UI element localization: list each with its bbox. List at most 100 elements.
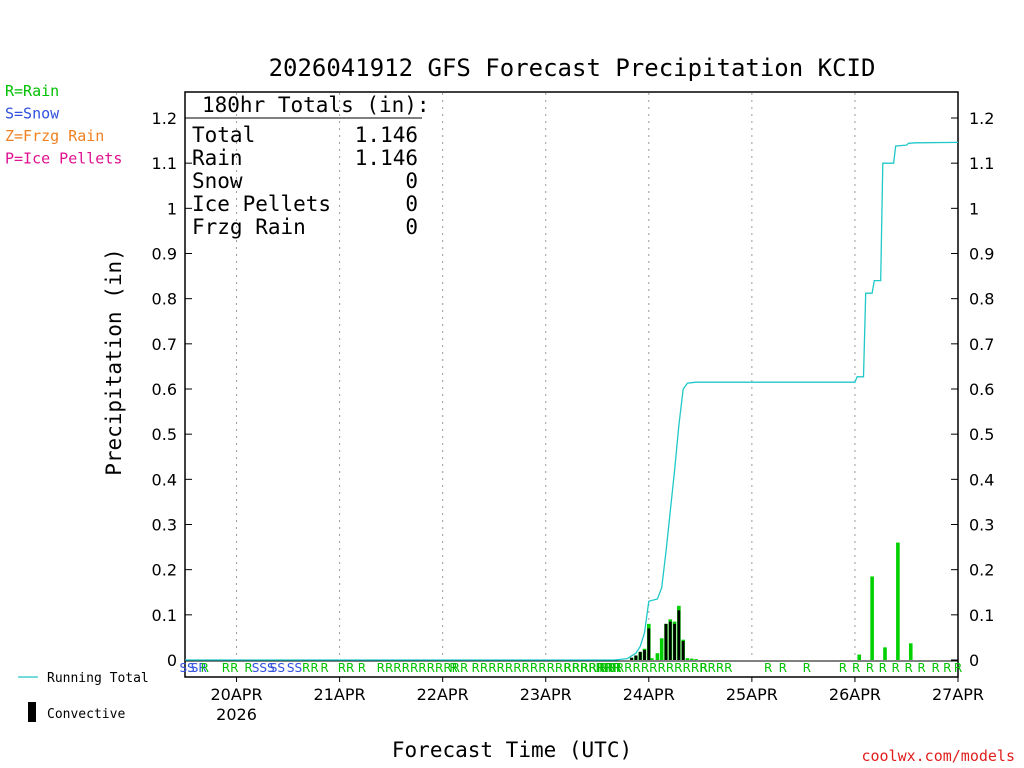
x-tick-label: 21APR [314,685,366,704]
convective-bar [681,641,685,660]
y-tick-label: 1.1 [969,154,994,173]
x-tick-label: 26APR [829,685,881,704]
precip-bar [685,658,690,660]
ptype-marker: RRRRRR [564,661,614,675]
totals-row-value: 1.146 [355,123,418,147]
x-tick-label: 23APR [520,685,572,704]
ptype-marker: SSS [252,661,275,675]
y-tick-label: 0.5 [969,425,994,444]
ptype-marker: R [700,661,708,675]
ptype-marker: RR [222,661,239,675]
plot-frame [184,91,959,678]
x-tick-label: 20APR [210,685,262,704]
y-axis-left: 0 0.1 0.2 0.3 0.4 0.5 0.6 0.7 0.8 0.9 1 1.1 1.2 [152,109,192,670]
y-tick-label: 0.5 [152,425,177,444]
ptype-marker: R [839,661,847,675]
ptype-marker: R [201,661,209,675]
y-tick-label: 0.2 [152,561,177,580]
ptype-legend-item: R=Rain [5,82,59,100]
precip-bar [655,653,660,660]
precip-bar [694,659,698,660]
y-tick-label: 1.1 [152,154,177,173]
legend-convective-label: Convective [47,707,125,722]
precip-bar [870,576,874,660]
y-tick-label: 0.1 [969,606,994,625]
y-tick-label: 0.8 [152,290,177,309]
totals-row-label: Snow [192,169,243,193]
totals-row-label: Total [192,123,255,147]
chart-title: 2026041912 GFS Forecast Precipitation KC… [269,54,876,82]
y-tick-label: 1 [167,199,177,218]
legend-convective-swatch [28,702,36,722]
ptype-marker: SS [180,661,195,675]
ptype-marker: R [320,661,328,675]
convective-bar [643,650,646,660]
ptype-legend-item: S=Snow [5,105,60,123]
y-tick-label: 0.8 [969,290,994,309]
ptype-marker: RRRRRRRRRRRRRRR [599,661,724,675]
ptype-marker: R [852,661,860,675]
y-tick-label: 0.3 [969,516,994,535]
ptype-marker: R [917,661,925,675]
precip-bar [857,654,862,660]
ptype-marker: R [904,661,912,675]
ptype-marker: R [954,661,962,675]
convective-bar [673,623,676,660]
x-tick-label: 22APR [417,685,469,704]
legend-running-total-label: Running Total [47,671,149,686]
x-tick-sublabel: 2026 [216,705,257,724]
series-legend: Running Total Convective [18,671,149,722]
y-axis-right: 0 0.1 0.2 0.3 0.4 0.5 0.6 0.7 0.8 0.9 1 1.1 1.2 [951,109,994,670]
y-tick-label: 0.6 [969,380,994,399]
ptype-marker: R [931,661,939,675]
totals-row-label: Ice Pellets [192,192,331,216]
y-tick-label: 1.2 [152,109,177,128]
credit-text: coolwx.com/models [861,747,1015,765]
ptype-marker: R [724,661,732,675]
precip-bar [908,643,913,660]
precip-bar [883,647,887,660]
totals-row-value: 0 [405,215,418,239]
y-tick-label: 0 [167,651,177,670]
y-tick-label: 0.4 [969,470,994,489]
totals-row-label: Rain [192,146,243,170]
ptype-marker: R [779,661,787,675]
convective-bar [677,610,681,660]
y-tick-label: 1 [969,199,979,218]
convective-bar [634,655,638,660]
totals-header: 180hr Totals (in): [202,93,430,117]
totals-box: 180hr Totals (in): Total 1.146 Rain 1.146 Sno… [191,93,430,239]
y-axis-label: Precipitation (in) [102,248,126,476]
ptype-marker: RR [338,661,355,675]
precip-bar [689,658,694,660]
x-axis-label: Forecast Time (UTC) [392,738,632,762]
y-tick-label: 0.4 [152,470,177,489]
ptype-marker: R [943,661,951,675]
convective-bar [668,621,672,660]
y-tick-label: 1.2 [969,109,994,128]
y-tick-label: 0.9 [969,245,994,264]
y-tick-label: 0.2 [969,561,994,580]
ptype-marker: SS [287,661,302,675]
ptype-legend-item: P=Ice Pellets [5,150,122,168]
convective-bar [638,651,642,660]
y-tick-label: 0.7 [152,335,177,354]
precip-bar [659,638,664,660]
ptype-legend: R=Rain S=Snow Z=Frzg Rain P=Ice Pellets [5,82,122,168]
bar-series [629,542,913,660]
x-tick-label: 25APR [726,685,778,704]
y-tick-label: 0 [969,651,979,670]
x-tick-label: 24APR [623,685,675,704]
y-tick-label: 0.7 [969,335,994,354]
ptype-marker: R [244,661,252,675]
y-tick-label: 0.6 [152,380,177,399]
ptype-marker: R [449,661,457,675]
totals-row-value: 1.146 [355,146,418,170]
ptype-legend-item: Z=Frzg Rain [5,127,104,145]
ptype-marker: SS [270,661,285,675]
totals-row-label: Frzg Rain [192,215,306,239]
ptype-marker: RRRRRRRRRRR [377,661,469,675]
